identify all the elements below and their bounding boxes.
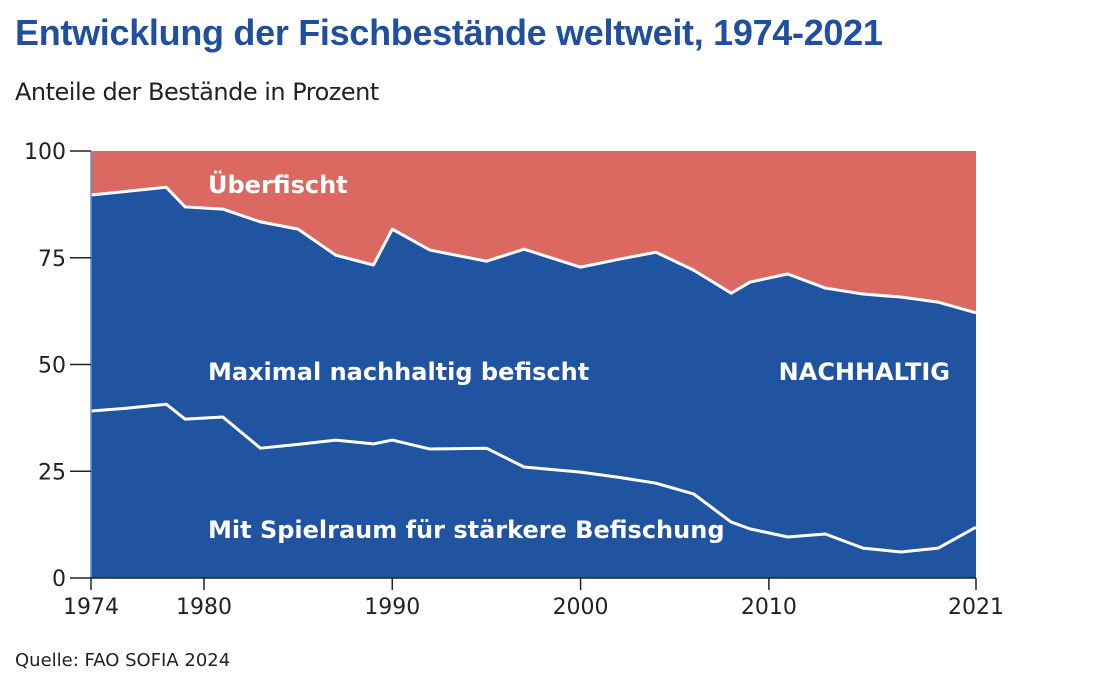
x-tick-label: 2010 (741, 595, 797, 620)
label-overfished: Überfischt (208, 169, 348, 199)
chart-subtitle: Anteile der Bestände in Prozent (15, 78, 379, 106)
x-tick-label: 1974 (63, 595, 119, 620)
line-underfished-boundary (90, 402, 977, 554)
source-note: Quelle: FAO SOFIA 2024 (15, 650, 231, 671)
y-tick-label: 100 (24, 140, 66, 165)
y-tick-label: 0 (52, 567, 66, 592)
x-tick-label: 2000 (553, 595, 609, 620)
chart-title: Entwicklung der Fischbestände weltweit, … (15, 12, 883, 53)
area-sustainable (91, 187, 976, 579)
label-underfished: Mit Spielraum für stärkere Befischung (208, 516, 725, 544)
y-tick-label: 25 (38, 460, 66, 485)
label-max-sustainable: Maximal nachhaltig befischt (208, 358, 589, 386)
line-max-sustainable-boundary (90, 185, 977, 315)
y-tick-label: 75 (38, 247, 66, 272)
y-tick-label: 50 (38, 354, 66, 379)
label-sustainable: NACHHALTIG (779, 358, 950, 386)
x-tick-label: 2021 (948, 595, 1004, 620)
x-tick-label: 1980 (176, 595, 232, 620)
x-tick-label: 1990 (364, 595, 420, 620)
